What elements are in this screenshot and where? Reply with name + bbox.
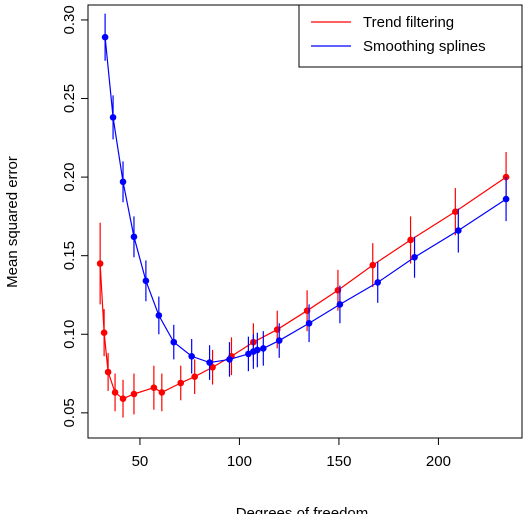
series-line: [99, 176, 507, 400]
y-tick-label: 0.15: [61, 241, 78, 270]
point: [188, 352, 195, 360]
y-tick-label: 0.30: [61, 5, 78, 34]
point: [104, 368, 112, 376]
x-axis-label: Degrees of freedom: [236, 505, 369, 514]
point: [369, 261, 377, 269]
series-line: [104, 37, 507, 364]
y-tick-label: 0.05: [61, 398, 78, 427]
point: [177, 379, 185, 387]
point: [275, 337, 283, 344]
point: [502, 195, 510, 203]
point: [226, 356, 233, 363]
y-tick-label: 0.20: [61, 162, 78, 191]
point: [119, 178, 127, 186]
point: [254, 346, 261, 354]
point: [206, 359, 213, 366]
y-tick-label: 0.25: [61, 84, 78, 113]
point: [100, 329, 108, 336]
x-tick-label: 150: [326, 453, 351, 470]
y-axis-label: Mean squared error: [4, 156, 21, 288]
point: [191, 373, 198, 381]
x-tick-label: 50: [132, 453, 149, 470]
point: [155, 312, 163, 319]
point: [407, 236, 414, 244]
point: [245, 350, 252, 358]
point: [96, 260, 104, 267]
x-tick-label: 100: [227, 453, 252, 470]
x-tick-label: 200: [426, 453, 451, 470]
point: [209, 363, 216, 371]
point: [305, 319, 313, 327]
point: [411, 253, 418, 261]
point: [109, 114, 117, 121]
point: [101, 33, 109, 41]
point: [260, 345, 267, 352]
y-tick-label: 0.10: [61, 320, 78, 349]
legend-label: Trend filtering: [363, 14, 454, 31]
legend-box: [298, 4, 523, 68]
point: [150, 384, 158, 392]
point: [142, 277, 150, 285]
plot-box: [87, 4, 523, 439]
point: [455, 227, 462, 234]
point: [119, 395, 127, 403]
point: [170, 338, 178, 346]
point: [158, 389, 166, 396]
legend-label: Smoothing splines: [363, 38, 486, 55]
point: [452, 208, 459, 215]
point: [374, 279, 382, 286]
point: [130, 233, 138, 241]
point: [336, 301, 344, 308]
point: [130, 390, 138, 398]
point: [111, 389, 119, 396]
